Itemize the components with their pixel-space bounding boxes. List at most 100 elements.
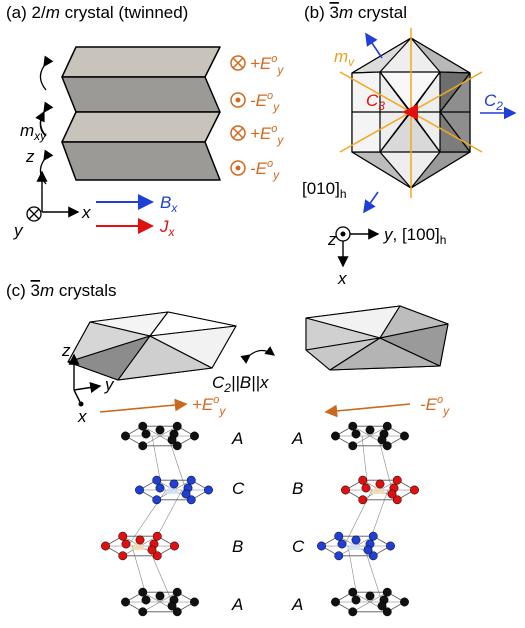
panel-a-title: (a) 2/m crystal (twinned) <box>6 3 188 22</box>
stack-right-1: A <box>291 429 303 448</box>
stack-right-layer-B-atom <box>392 475 402 485</box>
stack-right-layer-A-atom <box>400 431 409 441</box>
stack-left-layer-A-atom <box>121 431 130 441</box>
interlayer-bond <box>343 489 373 547</box>
stack-left-layer-A-atom <box>190 431 199 441</box>
stack-left-layer-C <box>135 475 213 505</box>
stack-left-layer-B-atom <box>135 535 145 545</box>
axes-c: z y x <box>61 341 115 426</box>
c2-label: C2 <box>484 91 503 113</box>
stack-left-layer-A <box>121 587 199 617</box>
axis-x-a: x <box>81 203 91 222</box>
stack-right-layer-A-atom <box>377 601 387 611</box>
stack-left-layer-A-atom <box>155 591 165 601</box>
stack-left-layer-B-atom <box>121 539 131 549</box>
stack-right-layer-C-atom <box>337 539 347 549</box>
stack-left-layer-C-atom <box>186 475 196 485</box>
c3-triangle <box>402 104 418 120</box>
stack-left-3: B <box>232 537 243 556</box>
field-label-3: +Eoy <box>230 123 284 147</box>
stack-left-layer-B-atom <box>101 541 110 551</box>
stack-right-layer-B <box>341 475 419 505</box>
twinned-slabs <box>61 46 221 181</box>
twin-rotation-arrows <box>35 55 54 185</box>
stack-right-layer-C-atom <box>386 541 395 551</box>
stack-left-layer-A-atom <box>138 607 148 617</box>
stack-left-layer-C-atom <box>169 479 179 489</box>
stack-left-layer-B <box>101 531 179 561</box>
stack-right-layer-A <box>331 421 409 451</box>
stack-left-layer-A-atom <box>155 425 165 435</box>
stack-right-layer-B-atom <box>392 495 402 505</box>
field-label-4: -Eoy <box>230 158 280 182</box>
field-label-right: -Eoy <box>420 394 450 418</box>
stack-right-layer-B-atom <box>387 489 397 499</box>
stack-left-layer-C-atom <box>204 485 213 495</box>
stack-left-1: A <box>231 429 243 448</box>
panel-c-title: (c) 3m crystals <box>6 281 117 300</box>
field-arrow-right <box>324 403 411 418</box>
c2-rotation-arrow <box>240 346 275 364</box>
legend-bx: Bx <box>160 193 178 215</box>
stack-right-layer-C <box>317 531 395 561</box>
stack-right-layer-A-atom <box>377 435 387 445</box>
c2-symmetry-label: C2||B||x <box>212 373 269 395</box>
stack-left-layer-A-atom <box>141 429 151 439</box>
stack-right-layer-B-atom <box>375 479 385 489</box>
stack-left-layer-B-atom <box>147 545 157 555</box>
axes-b: z y, [100]h x <box>327 225 446 288</box>
stack-right-layer-A-atom <box>351 595 361 605</box>
stack-left-layer-A-atom <box>172 587 182 597</box>
stack-letters-right: A B C A <box>291 429 305 614</box>
stack-right-layer-B-atom <box>358 475 368 485</box>
crystal-left <box>67 311 237 381</box>
stack-right-4: A <box>291 595 303 614</box>
svg-text:+Eoy: +Eoy <box>250 53 284 77</box>
stack-right-layer-A-atom <box>365 591 375 601</box>
field-labels-a: +Eoy -Eoy +Eoy -Eoy <box>230 53 284 182</box>
stack-left-layer-A <box>121 421 199 451</box>
panel-c: (c) 3m crystals C2||B||x <box>6 281 450 617</box>
field-label-1: +Eoy <box>230 53 284 77</box>
field-arrow-left <box>99 398 188 413</box>
stack-right-layer-C-atom <box>351 535 361 545</box>
crystal-right <box>305 305 449 371</box>
stack-left-layer-A-atom <box>121 597 130 607</box>
atomic-stack-right <box>317 421 419 617</box>
stack-right-2: B <box>292 479 303 498</box>
stack-left-layer-A-atom <box>138 587 148 597</box>
svg-text:-Eoy: -Eoy <box>250 158 280 182</box>
stack-right-layer-C-atom <box>317 541 326 551</box>
field-label-left: +Eoy <box>192 394 226 418</box>
stack-left-layer-A-atom <box>190 597 199 607</box>
axis-x-b: x <box>337 269 347 288</box>
legend-jx: Jx <box>159 217 176 239</box>
stack-right-layer-A-atom <box>348 587 358 597</box>
stack-left-layer-A-atom <box>172 441 182 451</box>
stack-right-layer-A-atom <box>400 597 409 607</box>
stack-left-layer-C-atom <box>181 489 191 499</box>
axis-z-a: z <box>25 147 35 166</box>
stack-right-layer-B-atom <box>358 495 368 505</box>
stack-right-layer-C-atom <box>363 545 373 555</box>
axis-y-c: y <box>104 375 115 394</box>
stack-left-2: C <box>232 479 245 498</box>
stack-left-layer-B-atom <box>152 551 162 561</box>
stack-left-layer-C-atom <box>186 495 196 505</box>
panel-b: (b) 3m crystal mv C3 <box>302 3 517 288</box>
axis-z-c: z <box>61 341 71 360</box>
interlayer-bond <box>377 435 393 491</box>
panel-a: (a) 2/m crystal (twinned) mxy +Eoy <box>6 3 284 240</box>
axis-y-a: y <box>13 221 24 240</box>
stack-letters-left: A C B A <box>231 429 245 614</box>
axes-a: z x y <box>13 147 91 240</box>
dir-arrow-up <box>365 32 383 59</box>
atomic-stack-left <box>101 421 213 617</box>
interlayer-bond <box>147 545 173 603</box>
mirror-mv-label: mv <box>334 47 355 69</box>
stack-right-layer-A-atom <box>382 587 392 597</box>
stack-left-layer-B-atom <box>170 541 179 551</box>
stack-left-4: A <box>231 595 243 614</box>
stack-right-layer-A-atom <box>365 425 375 435</box>
